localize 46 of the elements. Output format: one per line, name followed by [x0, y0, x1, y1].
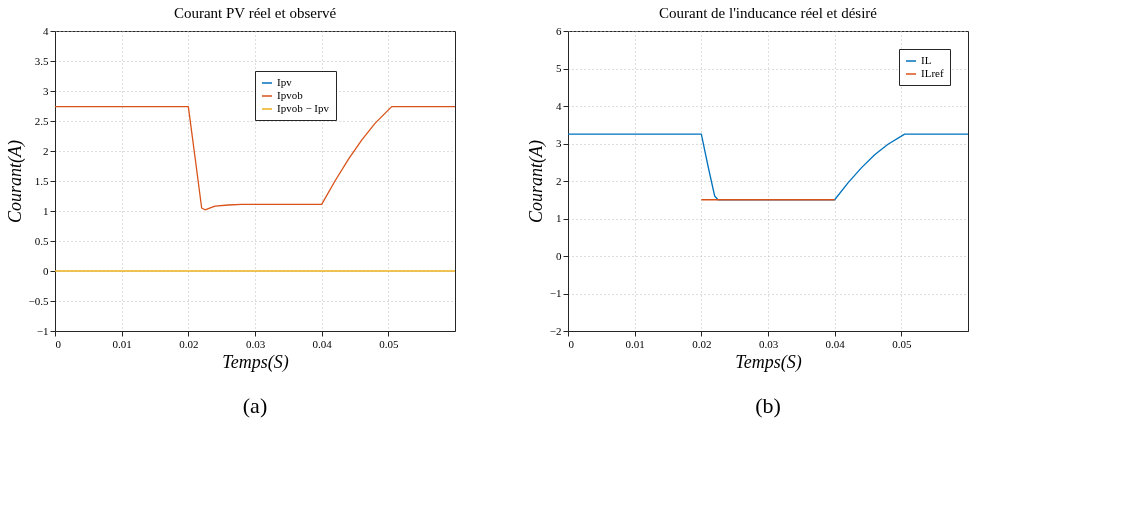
x-tick-label: 0.02	[179, 337, 199, 350]
y-tick-label: 4	[43, 24, 49, 37]
legend-label: IL	[921, 54, 932, 66]
y-tick-label: 1	[556, 212, 562, 224]
x-tick-label: 0.05	[379, 337, 399, 350]
x-tick-label: 0.04	[825, 337, 846, 350]
x-tick-label: 0.01	[625, 337, 645, 350]
y-tick-label: 2.5	[34, 114, 49, 127]
y-tick-label: 2	[556, 174, 562, 187]
legend-label: Ipvob − Ipv	[277, 102, 330, 114]
x-tick-label: 0.04	[312, 337, 333, 350]
y-tick-label: 5	[556, 62, 562, 74]
x-axis-title: Temps(S)	[735, 351, 802, 373]
legend-label: Ipv	[277, 76, 293, 88]
y-axis-title: Courant(A)	[4, 140, 26, 223]
x-tick-label: 0.02	[692, 337, 712, 350]
y-tick-label: 2	[43, 144, 49, 157]
y-tick-label: −0.5	[28, 294, 49, 307]
y-tick-label: −1	[549, 287, 562, 299]
legend-label: Ipvob	[277, 89, 304, 101]
x-tick-label: 0.03	[758, 337, 779, 350]
x-axis-title: Temps(S)	[222, 351, 289, 373]
x-tick-label: 0	[568, 337, 575, 350]
y-tick-label: 6	[556, 24, 562, 37]
x-tick-label: 0.05	[892, 337, 912, 350]
legend-label: ILref	[921, 67, 944, 79]
text: (b)	[755, 393, 781, 418]
x-tick-label: 0	[55, 337, 62, 350]
y-tick-label: 3	[556, 137, 562, 149]
line-series	[55, 105, 455, 211]
y-axis-title: Courant(A)	[525, 140, 547, 223]
y-tick-label: −1	[36, 324, 49, 337]
y-tick-label: −2	[549, 324, 562, 337]
x-tick-label: 0.01	[112, 337, 132, 350]
y-tick-label: 1.5	[34, 174, 49, 187]
y-tick-label: 0	[43, 264, 49, 277]
y-tick-label: 1	[43, 204, 49, 217]
y-tick-label: 0	[556, 249, 562, 262]
y-tick-label: 0.5	[34, 234, 49, 247]
chart-title: Courant de l'inducance réel et désiré	[658, 5, 878, 21]
y-tick-label: 4	[556, 99, 562, 112]
y-tick-label: 3.5	[34, 54, 49, 67]
text: (a)	[242, 393, 268, 418]
chart-title: Courant PV réel et observé	[173, 5, 337, 21]
y-tick-label: 3	[43, 84, 49, 97]
x-tick-label: 0.03	[245, 337, 266, 350]
